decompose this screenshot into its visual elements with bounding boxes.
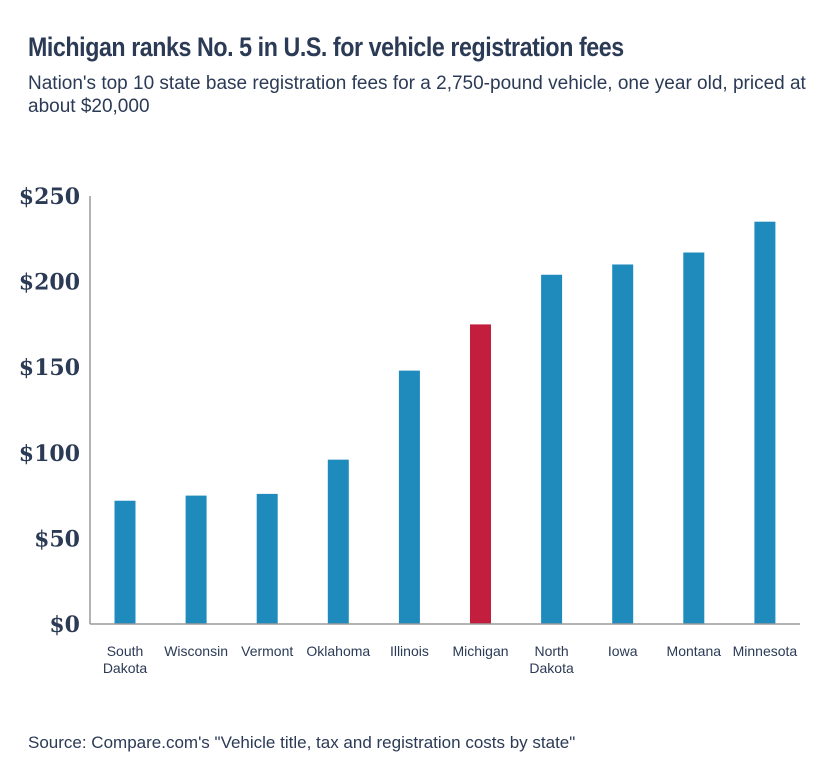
y-tick-label: $50 bbox=[34, 526, 80, 552]
x-tick-label: South Dakota bbox=[103, 643, 148, 676]
x-tick-label-line: Vermont bbox=[241, 643, 293, 659]
x-tick-label-line: Dakota bbox=[529, 660, 574, 676]
y-tick-label: $250 bbox=[19, 184, 80, 210]
y-tick-label: $0 bbox=[49, 612, 80, 638]
x-tick-label: Wisconsin bbox=[164, 643, 228, 659]
x-tick-label: Michigan bbox=[452, 643, 508, 659]
x-tick-label-line: Montana bbox=[667, 643, 722, 659]
x-tick-label: North Dakota bbox=[529, 643, 574, 676]
y-tick-label: $200 bbox=[19, 270, 80, 296]
bar bbox=[683, 252, 705, 624]
x-tick-label-line: Wisconsin bbox=[164, 643, 228, 659]
bar bbox=[398, 370, 420, 624]
bar-highlight bbox=[470, 324, 491, 624]
x-tick-label-line: Iowa bbox=[608, 643, 638, 659]
x-tick-label-line: Minnesota bbox=[733, 643, 798, 659]
x-tick-label: Iowa bbox=[608, 643, 638, 659]
y-tick-label: $150 bbox=[19, 355, 80, 381]
x-tick-label: Vermont bbox=[241, 643, 293, 659]
bar bbox=[612, 264, 634, 624]
x-tick-label-line: North bbox=[534, 643, 568, 659]
bar bbox=[327, 459, 349, 624]
x-tick-label-line: Michigan bbox=[452, 643, 508, 659]
x-tick-label-line: Dakota bbox=[103, 660, 148, 676]
y-axis: $0 $50 $100 $150 $200 $250 bbox=[19, 184, 91, 638]
bar bbox=[754, 221, 776, 624]
bar bbox=[541, 274, 563, 624]
x-tick-label-line: South bbox=[107, 643, 144, 659]
x-tick-label-line: Illinois bbox=[390, 643, 429, 659]
bar bbox=[114, 500, 136, 624]
bar bbox=[256, 493, 278, 624]
chart-title: Michigan ranks No. 5 in U.S. for vehicle… bbox=[28, 32, 624, 62]
bar bbox=[185, 495, 207, 624]
source-note: Source: Compare.com's "Vehicle title, ta… bbox=[28, 733, 576, 752]
x-tick-label-line: Oklahoma bbox=[306, 643, 370, 659]
x-tick-label: Illinois bbox=[390, 643, 429, 659]
x-tick-label: Oklahoma bbox=[306, 643, 370, 659]
y-tick-label: $100 bbox=[19, 441, 80, 467]
chart-subtitle: Nation's top 10 state base registration … bbox=[28, 73, 806, 117]
x-tick-label: Montana bbox=[667, 643, 722, 659]
bars bbox=[114, 221, 776, 624]
x-tick-label: Minnesota bbox=[733, 643, 798, 659]
